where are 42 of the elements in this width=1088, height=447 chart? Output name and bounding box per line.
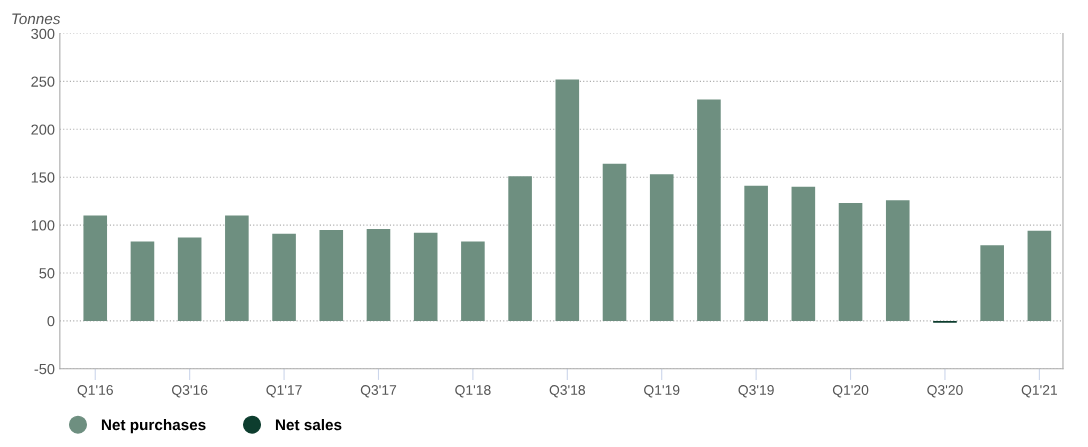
y-tick-label: 300 <box>31 28 55 39</box>
y-tick-label: 100 <box>31 220 55 231</box>
x-tick-label: Q1'16 <box>77 385 113 398</box>
bar <box>319 229 344 321</box>
legend-label: Net sales <box>275 419 342 431</box>
y-tick-label: 200 <box>31 124 55 135</box>
bar <box>272 233 296 321</box>
y-tick-label: 150 <box>31 172 55 183</box>
bar <box>177 237 202 321</box>
bar <box>461 241 485 321</box>
bar <box>1027 230 1052 321</box>
y-tick-label: 250 <box>31 76 55 87</box>
y-axis-title: Tonnes <box>12 13 61 25</box>
y-tick-label: 0 <box>47 315 55 327</box>
x-tick-label: Q1'20 <box>832 385 869 398</box>
bar <box>885 200 910 321</box>
bar <box>744 185 768 321</box>
bar <box>225 215 249 321</box>
bar <box>413 232 438 321</box>
x-tick-label: Q1'18 <box>455 385 491 398</box>
bar <box>366 228 391 321</box>
bar <box>508 176 532 321</box>
x-tick-label: Q1'21 <box>1021 385 1058 398</box>
x-tick-label: Q3'20 <box>927 385 963 398</box>
x-tick-label: Q3'18 <box>549 385 586 398</box>
bar <box>649 174 674 321</box>
bar <box>602 163 627 321</box>
x-tick-label: Q1'19 <box>644 385 680 398</box>
bar <box>697 99 721 321</box>
x-tick-label: Q3'17 <box>360 385 397 398</box>
x-tick-label: Q1'17 <box>266 385 302 398</box>
bar <box>130 241 155 321</box>
y-tick-label: 50 <box>39 268 55 279</box>
x-tick-label: Q3'19 <box>738 385 774 398</box>
y-tick-label: -50 <box>34 363 55 375</box>
bar <box>83 215 108 321</box>
bar <box>838 203 863 321</box>
bar <box>791 186 816 321</box>
legend-label: Net purchases <box>101 419 206 434</box>
bar <box>555 79 580 321</box>
bar <box>980 245 1004 321</box>
x-tick-label: Q3'16 <box>172 385 208 398</box>
